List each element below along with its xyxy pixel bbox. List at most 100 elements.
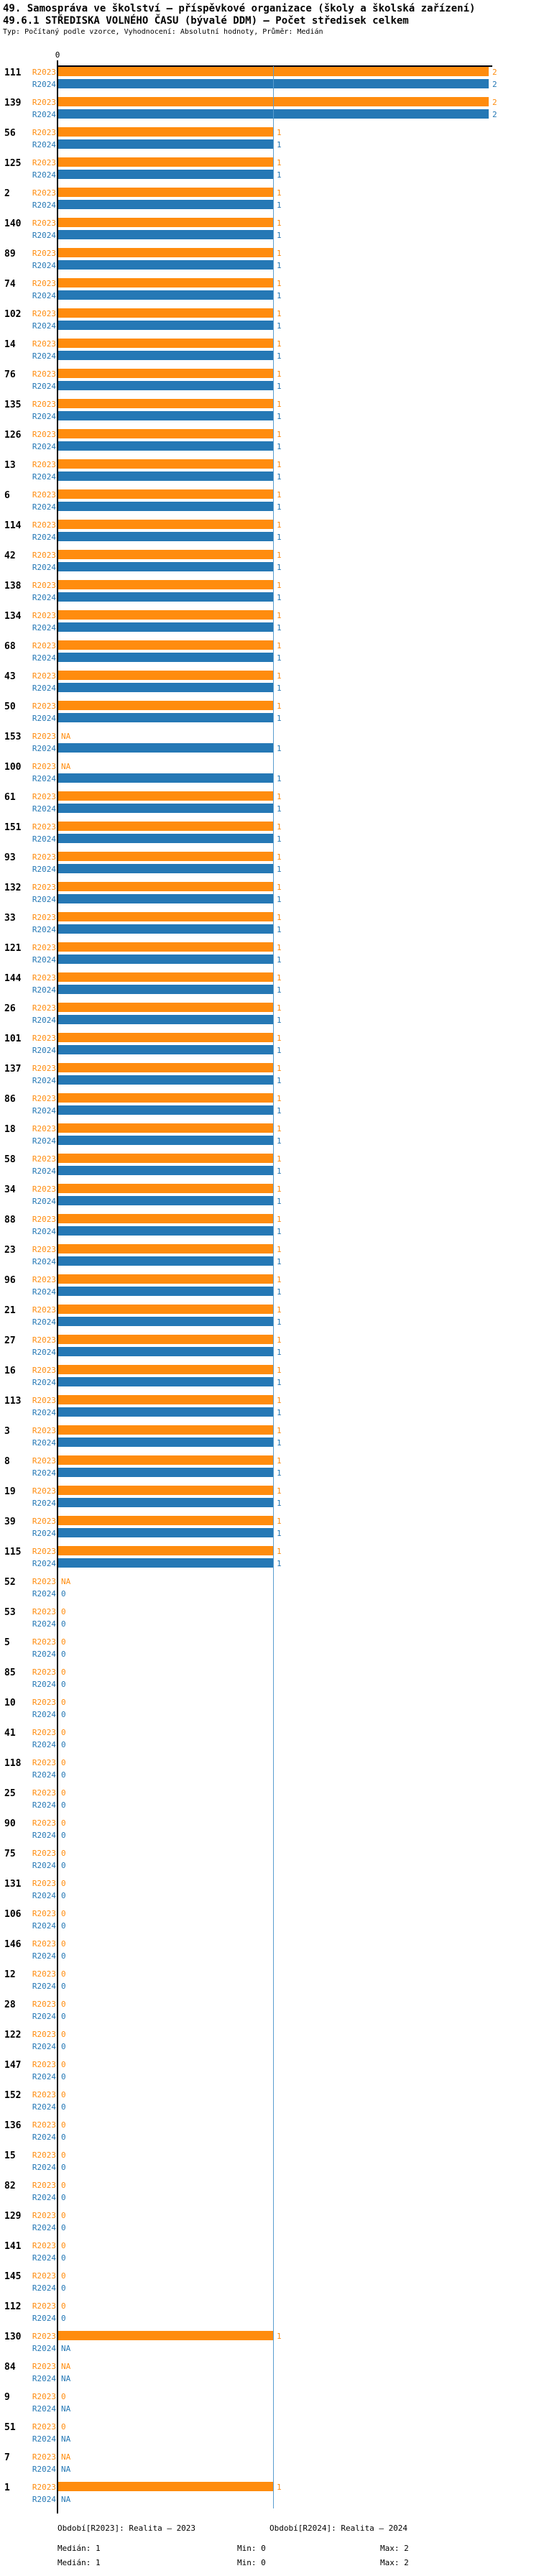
value-label-r2024: 0 (61, 1680, 66, 1689)
value-label-r2024: 1 (277, 472, 282, 482)
series-label-r2024: R2024 (32, 2465, 56, 2474)
series-label-r2024: R2024 (32, 382, 56, 391)
series-label-r2024: R2024 (32, 1770, 56, 1780)
bar-r2024 (58, 1558, 273, 1568)
series-label-r2023: R2023 (32, 2150, 56, 2160)
value-label-r2024: 1 (277, 774, 282, 783)
bar-r2023 (58, 248, 273, 257)
row-id-label: 113 (4, 1396, 22, 1407)
row-id-label: 122 (4, 2030, 22, 2041)
series-label-r2024: R2024 (32, 412, 56, 421)
bar-r2024 (58, 1287, 273, 1296)
value-label-r2023: 0 (61, 1939, 66, 1949)
value-label-r2024: 1 (277, 955, 282, 965)
series-label-r2023: R2023 (32, 792, 56, 801)
series-label-r2024: R2024 (32, 804, 56, 814)
bar-r2024 (58, 532, 273, 541)
value-label-r2023: 0 (61, 1668, 66, 1677)
series-label-r2023: R2023 (32, 1607, 56, 1616)
value-label-r2024: 0 (61, 1740, 66, 1749)
value-label-r2024: 2 (492, 80, 497, 89)
series-label-r2024: R2024 (32, 925, 56, 934)
bar-r2023 (58, 701, 273, 710)
value-label-r2024: 1 (277, 291, 282, 300)
value-label-r2024: 0 (61, 2072, 66, 2082)
bar-r2023 (58, 1335, 273, 1344)
series-label-r2024: R2024 (32, 291, 56, 300)
value-label-r2023: 1 (277, 460, 282, 469)
row-id-label: 132 (4, 883, 22, 893)
row-id-label: 26 (4, 1003, 16, 1014)
bar-r2024 (58, 653, 273, 662)
x-axis-tick (57, 60, 58, 66)
value-label-r2023: 1 (277, 1184, 282, 1194)
bar-r2024 (58, 1377, 273, 1386)
series-label-r2023: R2023 (32, 188, 56, 198)
bar-r2023 (58, 429, 273, 438)
value-label-r2024: 0 (61, 2012, 66, 2021)
value-label-r2024: 0 (61, 2133, 66, 2142)
series-label-r2024: R2024 (32, 1891, 56, 1900)
series-label-r2024: R2024 (32, 140, 56, 150)
value-label-r2023: 1 (277, 1426, 282, 1435)
bar-r2024 (58, 954, 273, 964)
value-label-r2024: 1 (277, 1438, 282, 1448)
value-label-r2023: 1 (277, 792, 282, 801)
value-label-r2024: 1 (277, 442, 282, 451)
series-label-r2023: R2023 (32, 1245, 56, 1254)
value-label-r2023: 1 (277, 883, 282, 892)
bar-r2024 (58, 411, 273, 420)
series-label-r2023: R2023 (32, 520, 56, 530)
value-label-r2023: 0 (61, 1969, 66, 1979)
series-label-r2023: R2023 (32, 611, 56, 620)
series-label-r2024: R2024 (32, 2404, 56, 2414)
bar-r2023 (58, 1305, 273, 1314)
series-label-r2024: R2024 (32, 593, 56, 602)
value-label-r2023: 1 (277, 430, 282, 439)
series-label-r2024: R2024 (32, 2193, 56, 2202)
value-label-r2024: 0 (61, 2283, 66, 2293)
value-label-r2024: 1 (277, 1197, 282, 1206)
value-label-r2023: 0 (61, 2181, 66, 2190)
value-label-r2024: NA (61, 2434, 71, 2444)
row-id-label: 3 (4, 1426, 10, 1437)
row-id-label: 121 (4, 943, 22, 954)
bar-r2024 (58, 1045, 273, 1054)
bar-r2023 (58, 1486, 273, 1495)
series-label-r2024: R2024 (32, 1650, 56, 1659)
bar-r2023 (58, 459, 273, 469)
row-id-label: 114 (4, 520, 22, 531)
bar-r2023 (58, 1154, 273, 1163)
bar-r2023 (58, 912, 273, 921)
bar-r2023 (58, 822, 273, 831)
value-label-r2024: 1 (277, 1559, 282, 1568)
series-label-r2023: R2023 (32, 762, 56, 771)
value-label-r2023: 2 (492, 98, 497, 107)
series-label-r2023: R2023 (32, 2241, 56, 2250)
value-label-r2024: 1 (277, 170, 282, 180)
bar-r2023 (58, 640, 273, 650)
series-label-r2024: R2024 (32, 1589, 56, 1598)
value-label-r2023: 1 (277, 1275, 282, 1284)
value-label-r2024: NA (61, 2374, 71, 2383)
bar-r2024 (58, 1136, 273, 1145)
value-label-r2024: 1 (277, 925, 282, 934)
row-id-label: 74 (4, 279, 16, 290)
value-label-r2024: 0 (61, 2193, 66, 2202)
row-id-label: 76 (4, 369, 16, 380)
value-label-r2023: 1 (277, 1396, 282, 1405)
series-label-r2023: R2023 (32, 218, 56, 228)
row-id-label: 115 (4, 1547, 22, 1558)
row-id-label: 82 (4, 2181, 16, 2191)
value-label-r2023: NA (61, 2452, 71, 2462)
value-label-r2024: 1 (277, 895, 282, 904)
series-label-r2023: R2023 (32, 1758, 56, 1767)
row-id-label: 100 (4, 762, 22, 773)
bar-r2024 (58, 381, 273, 390)
row-id-label: 118 (4, 1758, 22, 1769)
series-label-r2023: R2023 (32, 913, 56, 922)
series-label-r2024: R2024 (32, 502, 56, 512)
row-id-label: 134 (4, 611, 22, 622)
row-id-label: 1 (4, 2483, 10, 2493)
bar-r2023 (58, 399, 273, 408)
